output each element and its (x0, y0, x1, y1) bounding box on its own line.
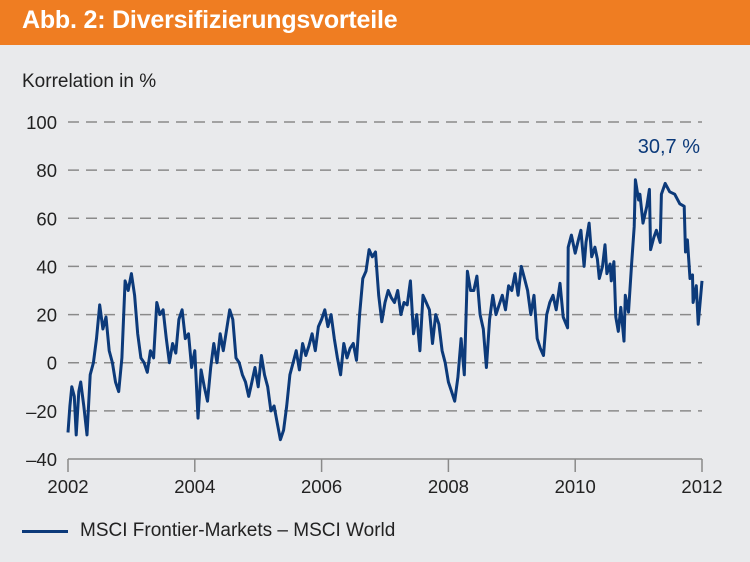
y-tick-label: 20 (36, 305, 57, 326)
x-tick-label: 2010 (555, 476, 596, 497)
y-axis-label: Korrelation in % (22, 71, 157, 92)
y-tick-label: 100 (26, 112, 57, 133)
x-tick-label: 2008 (428, 476, 469, 497)
legend-label: MSCI Frontier-Markets – MSCI World (80, 520, 396, 541)
y-tick-label: 0 (47, 353, 57, 374)
chart-title: Abb. 2: Diversifizierungsvorteile (22, 6, 398, 34)
x-tick-label: 2004 (174, 476, 215, 497)
series-line (66, 178, 704, 442)
title-bar: Abb. 2: Diversifizierungsvorteile (0, 0, 750, 45)
x-tick-label: 2002 (47, 476, 88, 497)
x-tick-label: 2012 (681, 476, 722, 497)
legend: MSCI Frontier-Markets – MSCI World (22, 520, 395, 542)
y-tick-label: 60 (36, 208, 57, 229)
x-tick-label: 2006 (301, 476, 342, 497)
legend-line-swatch (22, 529, 68, 533)
y-tick-label: 40 (36, 256, 57, 277)
y-tick-label: 80 (36, 160, 57, 181)
annotation-label: 30,7 % (638, 136, 700, 158)
y-tick-label: –20 (26, 401, 57, 422)
y-tick-label: –40 (26, 449, 57, 470)
